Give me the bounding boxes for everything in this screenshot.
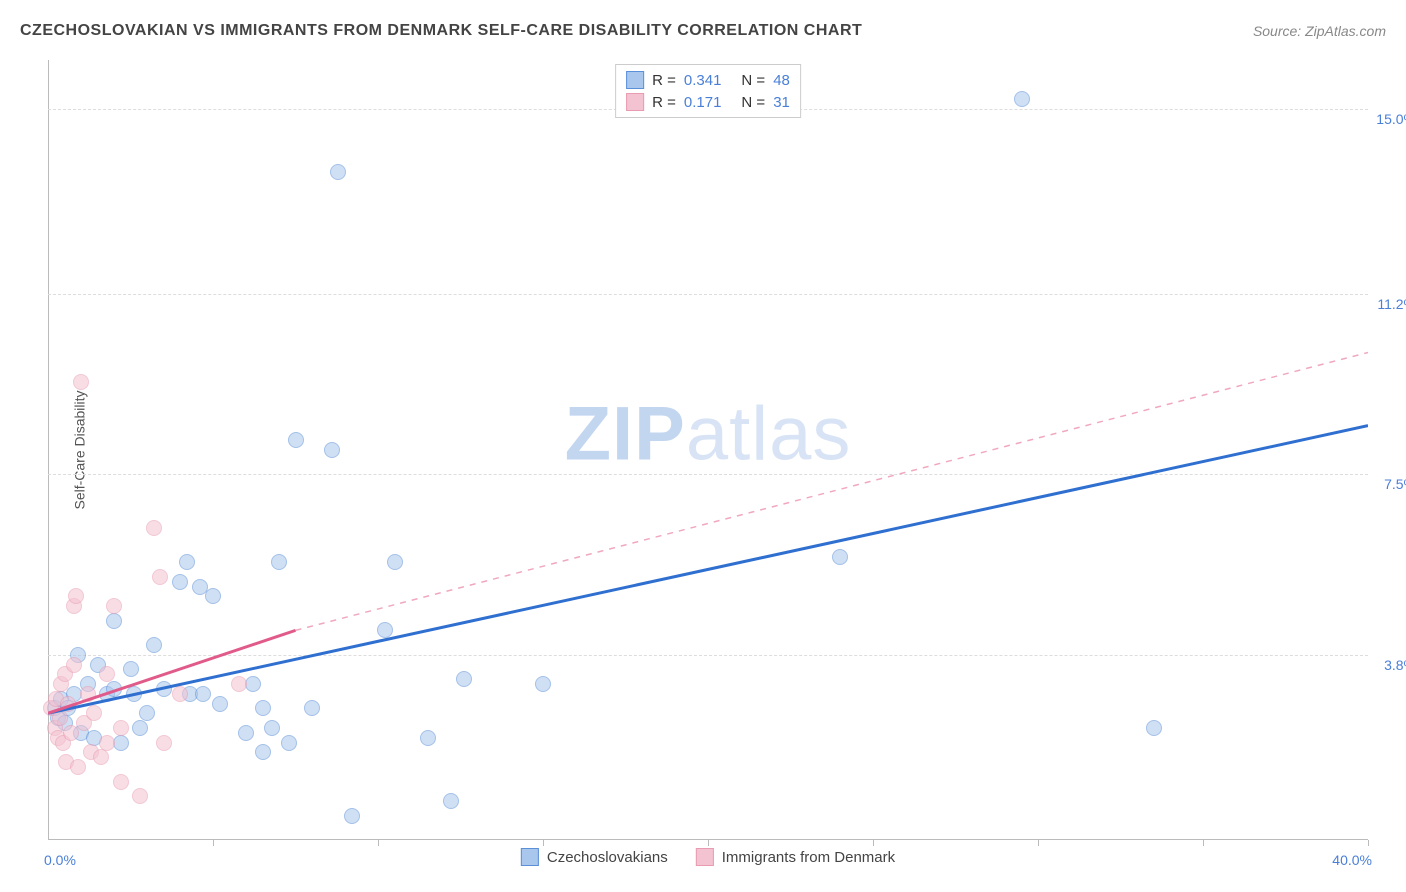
x-tick (543, 840, 544, 846)
legend-r-value: 0.171 (684, 94, 722, 111)
data-point (535, 676, 551, 692)
data-point (80, 686, 96, 702)
x-tick (378, 840, 379, 846)
legend-swatch-icon (626, 93, 644, 111)
legend-n-label: N = (741, 72, 765, 89)
data-point (106, 598, 122, 614)
series-legend-label: Czechoslovakians (547, 849, 668, 866)
data-point (132, 720, 148, 736)
data-point (255, 700, 271, 716)
data-point (152, 569, 168, 585)
data-point (212, 696, 228, 712)
legend-r-value: 0.341 (684, 72, 722, 89)
data-point (156, 681, 172, 697)
chart-title: CZECHOSLOVAKIAN VS IMMIGRANTS FROM DENMA… (20, 22, 862, 40)
data-point (66, 657, 82, 673)
x-tick (1038, 840, 1039, 846)
data-point (113, 720, 129, 736)
data-point (123, 661, 139, 677)
data-point (172, 574, 188, 590)
data-point (99, 735, 115, 751)
data-point (93, 749, 109, 765)
data-point (330, 164, 346, 180)
data-point (172, 686, 188, 702)
data-point (1014, 91, 1030, 107)
correlation-legend: R = 0.341 N = 48 R = 0.171 N = 31 (615, 64, 801, 118)
data-point (324, 442, 340, 458)
data-point (126, 686, 142, 702)
chart-source: Source: ZipAtlas.com (1253, 23, 1386, 39)
trend-line (296, 353, 1369, 631)
data-point (179, 554, 195, 570)
x-max-label: 40.0% (1332, 852, 1372, 868)
data-point (86, 705, 102, 721)
data-point (456, 671, 472, 687)
x-tick (708, 840, 709, 846)
x-tick (873, 840, 874, 846)
series-legend: Czechoslovakians Immigrants from Denmark (521, 848, 895, 866)
data-point (832, 549, 848, 565)
data-point (132, 788, 148, 804)
x-min-label: 0.0% (44, 852, 76, 868)
gridline (48, 655, 1368, 656)
data-point (264, 720, 280, 736)
data-point (146, 637, 162, 653)
y-tick-label: 15.0% (1376, 111, 1406, 127)
data-point (73, 374, 89, 390)
data-point (255, 744, 271, 760)
legend-r-label: R = (652, 94, 676, 111)
data-point (106, 681, 122, 697)
data-point (195, 686, 211, 702)
data-point (420, 730, 436, 746)
data-point (1146, 720, 1162, 736)
x-tick (1203, 840, 1204, 846)
series-legend-item: Czechoslovakians (521, 848, 668, 866)
data-point (231, 676, 247, 692)
trend-lines (48, 60, 1368, 840)
data-point (387, 554, 403, 570)
data-point (281, 735, 297, 751)
data-point (344, 808, 360, 824)
data-point (156, 735, 172, 751)
data-point (106, 613, 122, 629)
y-axis-label: Self-Care Disability (72, 390, 88, 509)
gridline (48, 474, 1368, 475)
series-legend-label: Immigrants from Denmark (722, 849, 895, 866)
x-tick (213, 840, 214, 846)
chart-area: Self-Care Disability ZIPatlas 3.8%7.5%11… (48, 60, 1368, 840)
legend-row: R = 0.171 N = 31 (626, 91, 790, 113)
data-point (377, 622, 393, 638)
series-legend-item: Immigrants from Denmark (696, 848, 895, 866)
y-tick-label: 11.2% (1377, 296, 1406, 312)
chart-header: CZECHOSLOVAKIAN VS IMMIGRANTS FROM DENMA… (20, 22, 1386, 40)
legend-n-value: 48 (773, 72, 790, 89)
legend-swatch-icon (521, 848, 539, 866)
legend-r-label: R = (652, 72, 676, 89)
data-point (99, 666, 115, 682)
legend-n-label: N = (741, 94, 765, 111)
watermark: ZIPatlas (565, 391, 852, 478)
data-point (205, 588, 221, 604)
legend-swatch-icon (626, 71, 644, 89)
data-point (288, 432, 304, 448)
data-point (113, 774, 129, 790)
legend-n-value: 31 (773, 94, 790, 111)
data-point (304, 700, 320, 716)
trend-line (48, 426, 1368, 714)
data-point (52, 710, 68, 726)
data-point (60, 696, 76, 712)
legend-row: R = 0.341 N = 48 (626, 69, 790, 91)
data-point (68, 588, 84, 604)
data-point (238, 725, 254, 741)
x-tick (1368, 840, 1369, 846)
data-point (139, 705, 155, 721)
data-point (70, 759, 86, 775)
legend-swatch-icon (696, 848, 714, 866)
gridline (48, 294, 1368, 295)
y-tick-label: 7.5% (1384, 476, 1406, 492)
y-tick-label: 3.8% (1384, 657, 1406, 673)
data-point (146, 520, 162, 536)
data-point (271, 554, 287, 570)
data-point (443, 793, 459, 809)
